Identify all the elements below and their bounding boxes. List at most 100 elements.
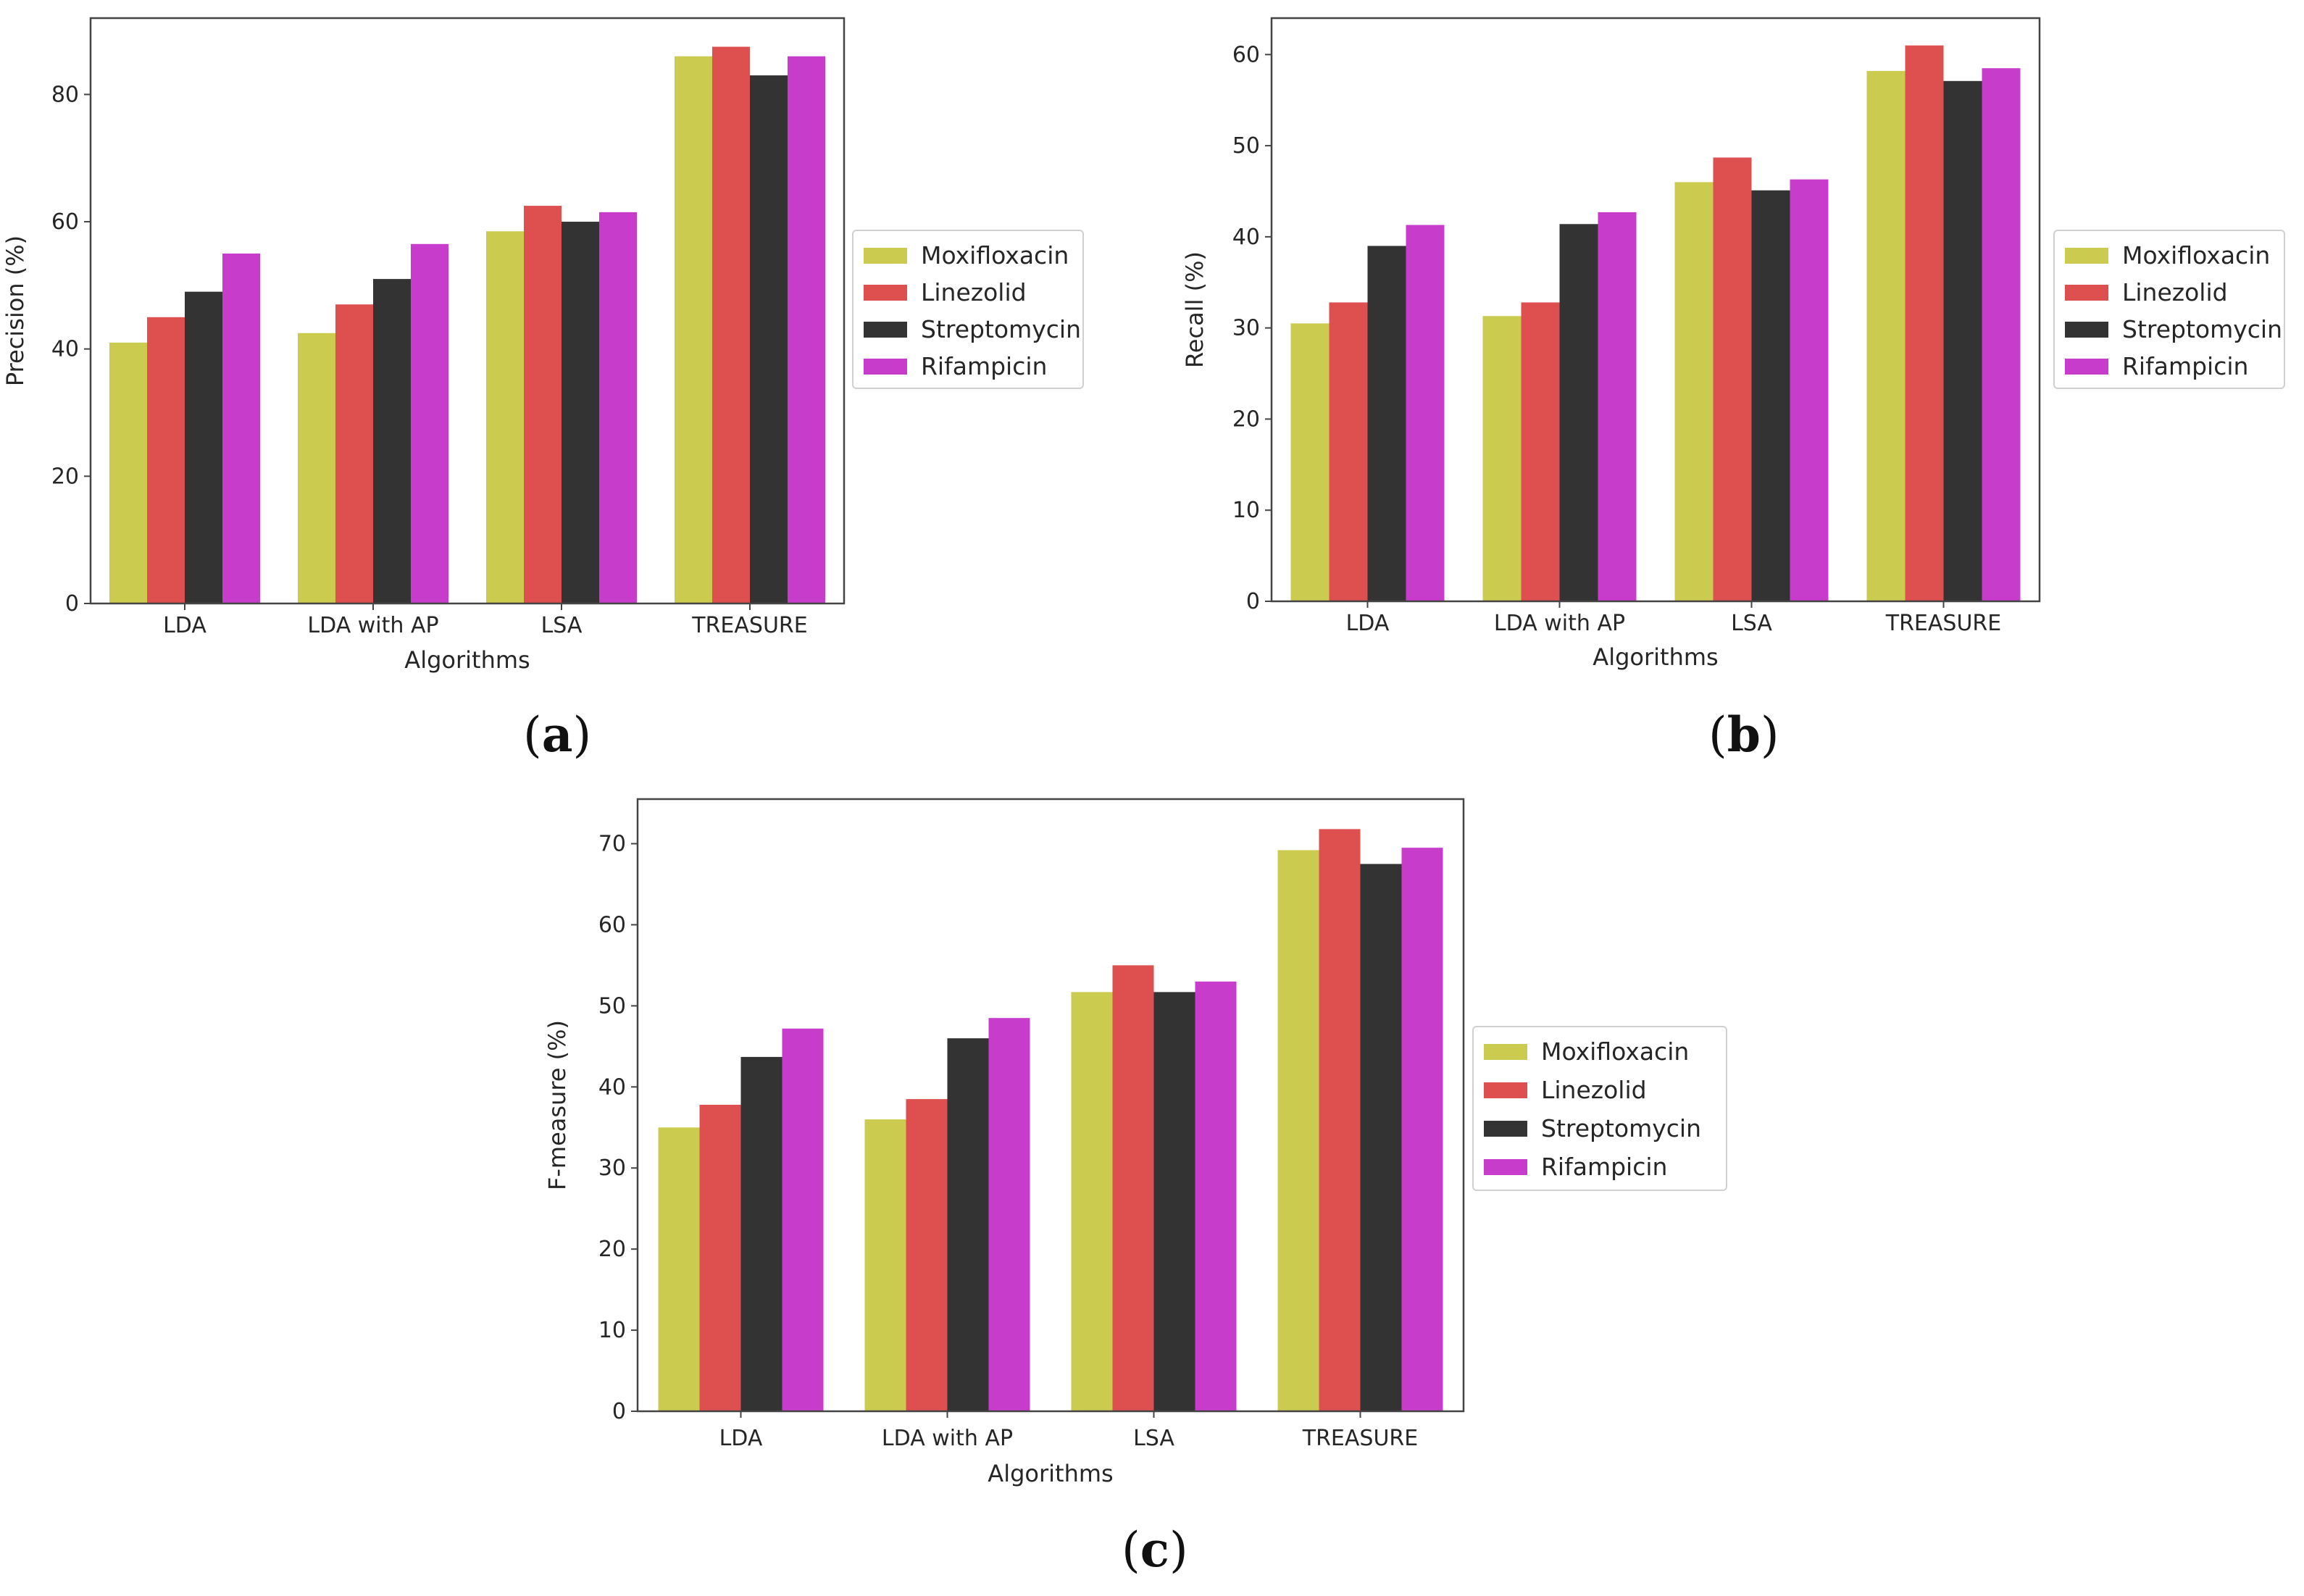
y-axis-title-b: Recall (%) [1181,251,1209,368]
bar-b-lda-with-ap-streptomycin [1559,224,1598,601]
legend-swatch-b-moxifloxacin [2065,248,2108,264]
bar-a-lsa-rifampicin [599,212,637,603]
bar-c-lsa-streptomycin [1153,992,1195,1411]
y-tick-label-c-70: 70 [598,832,626,857]
panel-label-c: (c) [1122,1521,1188,1578]
legend-label-a-linezolid: Linezolid [921,278,1027,306]
y-tick-label-c-60: 60 [598,912,626,937]
legend-label-b-moxifloxacin: Moxifloxacin [2122,241,2270,270]
x-tick-label-a-lsa: LSA [541,613,583,638]
bar-a-lda-with-ap-rifampicin [411,243,448,603]
y-tick-label-b-10: 10 [1232,498,1260,523]
bar-b-lsa-moxifloxacin [1674,182,1714,601]
bar-a-treasure-linezolid [712,46,750,603]
bar-c-lsa-linezolid [1112,965,1154,1411]
bars-b [1290,45,2021,602]
y-tick-label-a-0: 0 [65,591,79,617]
bar-b-treasure-linezolid [1905,45,1944,602]
bar-a-lda-with-ap-streptomycin [373,279,411,603]
legend-swatch-a-linezolid [864,285,907,301]
bar-b-lda-with-ap-moxifloxacin [1482,316,1522,601]
bar-c-treasure-linezolid [1319,829,1361,1411]
x-axis-title-a: Algorithms [404,646,530,674]
y-tick-label-a-60: 60 [51,209,79,235]
panel-label-c-letter: c [1140,1521,1169,1578]
y-tick-label-b-0: 0 [1246,589,1260,614]
bar-a-treasure-rifampicin [788,56,825,603]
y-tick-label-c-40: 40 [598,1074,626,1100]
y-axis-title-a: Precision (%) [1,235,29,386]
bar-a-treasure-streptomycin [750,75,788,604]
legend-box-a [852,230,1084,389]
y-tick-label-b-50: 50 [1232,133,1260,159]
y-tick-label-b-60: 60 [1232,42,1260,67]
legend-swatch-b-rifampicin [2065,359,2108,375]
panel-label-b-close: ) [1760,707,1779,763]
bar-b-lda-with-ap-linezolid [1521,302,1560,601]
legend-a: Moxifloxacin Linezolid Streptomycin Rifampi… [852,230,1084,389]
panel-label-b-letter: b [1727,706,1761,763]
legend-swatch-a-rifampicin [864,359,907,375]
bar-b-lda-with-ap-rifampicin [1598,212,1637,601]
y-tick-label-a-40: 40 [51,337,79,362]
legend-swatch-c-rifampicin [1484,1159,1527,1175]
y-tick-label-a-20: 20 [51,464,79,489]
bar-c-lda-with-ap-streptomycin [947,1038,989,1411]
y-tick-label-b-30: 30 [1232,316,1260,341]
legend-swatch-a-streptomycin [864,322,907,338]
legend-label-a-streptomycin: Streptomycin [921,315,1081,343]
panel-label-b-open: ( [1708,707,1727,763]
y-tick-label-c-10: 10 [598,1318,626,1343]
legend-label-b-rifampicin: Rifampicin [2122,352,2248,380]
bar-a-lda-streptomycin [185,291,222,603]
panel-label-a-open: ( [523,707,542,763]
panel-label-b: (b) [1708,706,1779,763]
bar-a-lsa-streptomycin [562,222,599,603]
plot-frame-c [636,798,1465,1413]
legend-swatch-b-linezolid [2065,285,2108,301]
bars-c [658,829,1443,1411]
x-tick-label-c-treasure: TREASURE [1302,1426,1418,1451]
bar-a-lda-with-ap-moxifloxacin [298,333,335,603]
bar-c-lda-rifampicin [782,1028,824,1411]
y-tick-label-a-80: 80 [51,82,79,107]
chart-a-svg: 0 20 40 60 80 LDA LDA with AP LSA TREASURE Algori… [1,17,1084,674]
bar-c-lda-with-ap-moxifloxacin [864,1119,906,1411]
x-tick-label-b-treasure: TREASURE [1885,611,2001,636]
bar-b-lda-streptomycin [1367,246,1406,601]
bar-a-treasure-moxifloxacin [675,56,712,603]
legend-label-a-moxifloxacin: Moxifloxacin [921,241,1069,270]
x-tick-label-a-lda: LDA [163,613,206,638]
chart-c-svg: 0 10 20 30 40 50 60 70 LDA LDA with AP LSA TREASURE… [543,798,1727,1487]
bars-a [109,46,825,604]
legend-label-c-rifampicin: Rifampicin [1541,1153,1667,1181]
y-ticks-c: 0 10 20 30 40 50 60 70 [598,832,638,1424]
x-tick-label-c-lda-with-ap: LDA with AP [882,1426,1013,1451]
chart-panel-a: 0 20 40 60 80 LDA LDA with AP LSA TREASURE Algori… [0,0,1152,768]
bar-b-treasure-streptomycin [1943,80,1982,602]
legend-swatch-c-streptomycin [1484,1121,1527,1137]
bar-a-lsa-moxifloxacin [486,231,524,604]
y-ticks-a: 0 20 40 60 80 [51,82,91,617]
bar-c-lsa-rifampicin [1195,981,1237,1411]
legend-b: Moxifloxacin Linezolid Streptomycin Rifampi… [2053,230,2285,389]
x-ticks-c: LDA LDA with AP LSA TREASURE [719,1411,1418,1451]
legend-box-b [2053,230,2285,389]
chart-panel-c: 0 10 20 30 40 50 60 70 LDA LDA with AP LSA TREASURE… [0,768,2304,1596]
panel-label-a-letter: a [541,706,573,763]
plot-frame-b [1270,17,2041,603]
bar-a-lda-moxifloxacin [109,342,147,603]
bar-a-lsa-linezolid [524,206,562,604]
chart-b-svg: 0 10 20 30 40 50 60 LDA LDA with AP LSA TREASURE Al… [1181,17,2285,671]
x-tick-label-c-lda: LDA [719,1426,763,1451]
x-axis-title-c: Algorithms [988,1460,1113,1487]
bar-b-treasure-moxifloxacin [1866,70,1906,601]
x-tick-label-b-lda: LDA [1346,611,1390,636]
legend-label-c-linezolid: Linezolid [1541,1076,1647,1104]
bar-b-lsa-rifampicin [1790,179,1829,601]
legend-swatch-c-linezolid [1484,1082,1527,1098]
x-axis-title-b: Algorithms [1593,643,1718,671]
legend-label-c-streptomycin: Streptomycin [1541,1114,1701,1142]
legend-label-c-moxifloxacin: Moxifloxacin [1541,1037,1689,1066]
y-tick-label-c-20: 20 [598,1237,626,1262]
